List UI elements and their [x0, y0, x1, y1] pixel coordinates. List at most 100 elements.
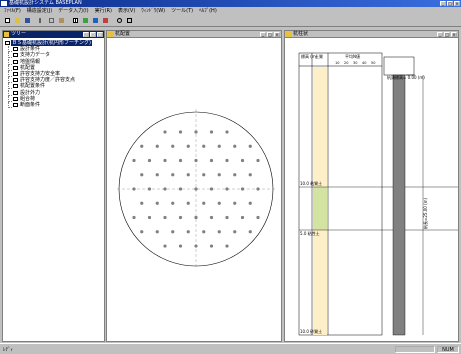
document-icon — [13, 84, 18, 89]
close-button[interactable]: × — [451, 32, 457, 37]
menu-structure[interactable]: 構造設定(J) — [26, 8, 53, 14]
status-bar: ﾚﾃﾞｨ NUM — [0, 343, 461, 354]
folder-icon — [5, 41, 10, 45]
layer-label: 5.0 粘性土 — [300, 230, 320, 236]
pile-cap — [383, 56, 415, 76]
app-titlebar: 基礎杭設計システム BASEPLAN _ □ × — [0, 0, 461, 7]
tree-item[interactable]: 杭配置条件 — [5, 83, 102, 90]
save-icon[interactable] — [23, 16, 32, 25]
tree-item[interactable]: 設計外力 — [5, 89, 102, 96]
pile-marker — [178, 215, 183, 220]
tree-view: ＢＳ基礎杭設計(杭円形フーチング) 設計条件 支持力データ 地盤情報 杭配置 許… — [5, 40, 102, 108]
pile-marker — [217, 144, 221, 148]
pile-shaft — [392, 74, 406, 336]
pile-marker — [194, 215, 198, 220]
open-file-icon[interactable] — [13, 16, 22, 25]
pile-marker — [171, 230, 175, 234]
tree-item[interactable]: 組合荷 — [5, 95, 102, 102]
export-icon[interactable] — [101, 16, 110, 25]
pile-marker — [217, 230, 221, 234]
close-button[interactable]: × — [454, 1, 460, 6]
document-icon — [13, 102, 18, 107]
document-icon — [13, 53, 18, 58]
soil-layer-sand — [313, 230, 327, 335]
menu-run[interactable]: 実行(R) — [94, 8, 112, 14]
menu-window[interactable]: ｳｨﾝﾄﾞｳ(W) — [141, 8, 166, 14]
menu-help[interactable]: ﾍﾙﾌﾟ(H) — [199, 8, 217, 14]
new-file-icon[interactable] — [3, 16, 12, 25]
n-tick-label: 50 — [371, 61, 375, 65]
pile-marker — [202, 201, 206, 205]
pile-marker — [132, 215, 136, 220]
pile-marker — [248, 144, 252, 148]
copy-icon[interactable] — [47, 16, 56, 25]
pile-marker — [256, 158, 260, 163]
close-button[interactable]: × — [97, 32, 103, 37]
tree-window: ツリー _ □ × ＢＳ基礎杭設計(杭円形フーチング) 設計条件 支持力データ … — [2, 30, 105, 342]
pile-marker — [240, 187, 245, 191]
pile-marker — [178, 244, 183, 248]
pile-marker — [186, 144, 190, 148]
window-icon[interactable] — [91, 16, 100, 25]
n-tick-label: 10 — [335, 61, 339, 65]
close-button[interactable]: × — [274, 32, 280, 37]
pile-marker — [147, 158, 152, 163]
paste-icon[interactable] — [57, 16, 66, 25]
pile-marker — [155, 201, 159, 205]
menu-file[interactable]: ﾌｧｲﾙ(F) — [4, 8, 21, 14]
pile-marker — [225, 187, 229, 191]
cut-icon[interactable] — [37, 16, 46, 25]
pile-marker — [233, 230, 237, 234]
pile-marker — [140, 201, 144, 205]
status-pane — [395, 345, 435, 353]
pile-marker — [194, 158, 198, 163]
minimize-button[interactable]: _ — [440, 1, 446, 6]
layer-label: 10.0 粘質土 — [300, 180, 322, 186]
menu-data-input[interactable]: データ入力(I) — [58, 8, 89, 14]
maximize-button[interactable]: □ — [447, 1, 453, 6]
pile-marker — [217, 173, 221, 177]
document-icon — [13, 90, 18, 95]
tree-item[interactable]: 断面条件 — [5, 101, 102, 108]
pile-marker — [248, 230, 252, 234]
pile-marker — [140, 173, 144, 177]
tree-window-controls: _ □ × — [83, 32, 103, 37]
boring-log-canvas: 標高 (m) 土質 平均N値 10 20 30 40 50 10.0 粘質土 5… — [298, 52, 458, 336]
tree-item[interactable]: 支持力データ — [5, 52, 102, 59]
tree-item[interactable]: 許容支持力度／許容支点 — [5, 77, 102, 84]
pile-marker — [225, 130, 229, 134]
pile-marker — [132, 158, 136, 163]
pile-marker — [233, 144, 237, 148]
n-tick-label: 30 — [353, 61, 357, 65]
pile-marker — [155, 173, 159, 177]
tree-item[interactable]: 許容支持力安全率 — [5, 70, 102, 77]
menu-view[interactable]: 表示(V) — [117, 8, 136, 14]
plan-window-controls: _ □ × — [260, 32, 280, 37]
menu-bar: ﾌｧｲﾙ(F) 構造設定(J) データ入力(I) 実行(R) 表示(V) ｳｨﾝ… — [0, 7, 461, 15]
soil-layer-sand — [313, 67, 327, 187]
maximize-button[interactable]: □ — [90, 32, 96, 37]
minimize-button[interactable]: _ — [437, 32, 443, 37]
tree-window-titlebar: ツリー _ □ × — [3, 31, 104, 38]
pile-marker — [186, 173, 190, 177]
help-icon[interactable] — [115, 16, 124, 25]
maximize-button[interactable]: □ — [444, 32, 450, 37]
pile-marker — [225, 244, 229, 248]
layout-icon[interactable] — [81, 16, 90, 25]
pile-marker — [178, 158, 183, 163]
tree-item[interactable]: 設計条件 — [5, 46, 102, 53]
tree-item[interactable]: 地盤情報 — [5, 58, 102, 65]
menu-tools[interactable]: ツール(T) — [171, 8, 194, 14]
pile-marker — [132, 187, 136, 191]
pile-marker — [186, 201, 190, 205]
minimize-button[interactable]: _ — [260, 32, 266, 37]
maximize-button[interactable]: □ — [267, 32, 273, 37]
tree-item[interactable]: 杭配置 — [5, 64, 102, 71]
info-icon[interactable] — [125, 16, 134, 25]
minimize-button[interactable]: _ — [83, 32, 89, 37]
grid-icon[interactable] — [71, 16, 80, 25]
pile-marker — [163, 215, 167, 220]
section-window-titlebar: 杭柱状 _ □ × — [285, 31, 458, 38]
tree-root[interactable]: ＢＳ基礎杭設計(杭円形フーチング) — [5, 40, 102, 46]
pile-top-label: 杭頭標高= 0.00 (m) — [387, 74, 425, 80]
